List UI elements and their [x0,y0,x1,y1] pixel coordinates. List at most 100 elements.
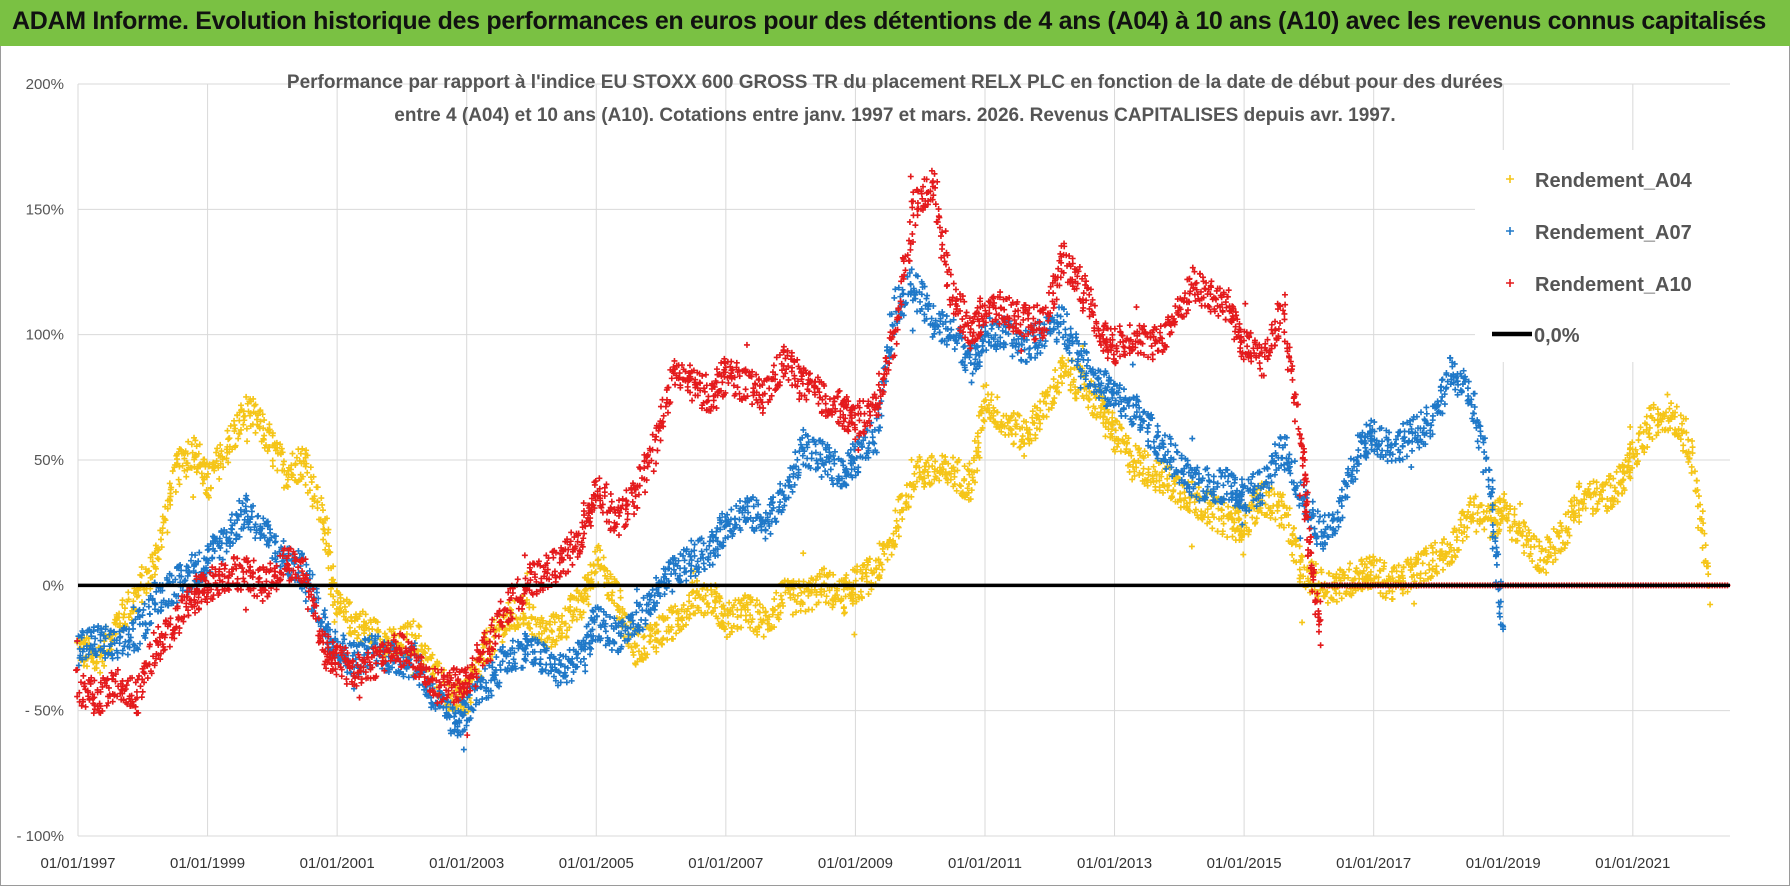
data-point [1695,493,1702,500]
data-point [863,573,870,580]
data-point [1048,404,1055,411]
data-point [310,473,317,480]
data-point [1253,515,1260,522]
data-point [1363,564,1370,571]
data-point [1363,573,1370,580]
data-point [950,464,957,471]
data-point [1323,589,1330,596]
data-point [900,290,907,297]
data-point [908,493,915,500]
data-point [794,456,801,463]
data-point [1299,553,1306,560]
data-point [893,517,900,524]
data-point [800,550,807,557]
data-point [1116,421,1123,428]
data-point [211,467,218,474]
data-point [687,611,693,618]
data-point [827,466,834,473]
data-point [809,606,816,613]
data-point [594,557,601,564]
data-point [167,493,174,500]
data-point [644,651,651,658]
data-point [1209,525,1216,532]
data-point [841,609,848,616]
data-point [1338,595,1345,602]
data-point [254,412,261,419]
data-point [790,591,797,598]
data-point [747,624,754,631]
data-point [961,476,968,483]
data-point [124,651,131,658]
data-point [1206,518,1213,525]
data-point [582,662,589,669]
y-tick-label: 50% [34,452,64,469]
data-point [905,504,912,511]
data-point [928,454,935,461]
data-point [608,646,615,653]
data-point [1363,555,1370,562]
grid [77,83,1730,837]
data-point [1177,490,1184,497]
data-point [566,624,573,631]
data-point [454,732,461,739]
data-point [420,649,427,656]
data-point [577,658,584,665]
data-point [562,605,569,612]
data-point [734,625,741,632]
data-point [1012,431,1019,438]
x-tick-label: 01/01/2009 [818,855,893,872]
data-point [777,499,784,506]
data-point [966,471,973,478]
data-point [859,570,866,577]
data-point [754,628,761,635]
data-point [573,616,580,623]
data-point [1043,413,1050,420]
data-point [1370,562,1377,569]
data-point [838,597,845,604]
data-point [1447,541,1454,548]
data-point [1026,345,1033,352]
data-point [957,483,964,490]
data-point [176,463,183,470]
data-point [1654,422,1661,429]
data-point [188,441,195,448]
data-point [1017,443,1024,450]
data-point [1373,557,1380,564]
data-point [1144,482,1151,489]
data-point [1273,502,1280,509]
data-point [543,620,550,627]
data-point [138,564,145,571]
data-point [577,611,584,618]
data-point [802,608,809,615]
data-point [956,482,963,489]
data-point [825,600,832,607]
data-point [1428,573,1435,580]
data-point [1370,553,1377,560]
data-point [590,562,597,569]
data-point [1521,549,1528,556]
data-point [1120,386,1127,393]
data-point [1299,619,1306,626]
data-point [1249,514,1256,521]
data-point [635,648,642,655]
data-point [334,598,341,605]
data-point [893,528,900,535]
data-point [302,481,309,488]
data-point [903,499,910,506]
data-point [816,570,823,577]
data-point [1360,567,1367,574]
data-point [1278,498,1285,505]
data-point [1454,534,1461,541]
data-point [853,568,860,575]
data-point [1018,436,1025,443]
data-point [648,626,655,633]
data-point [1210,473,1217,480]
data-point [1337,567,1344,574]
data-point [892,541,899,548]
data-point [1059,354,1066,361]
data-point [964,485,971,492]
data-point [691,552,698,559]
data-point [550,636,557,643]
data-point [1156,477,1163,484]
